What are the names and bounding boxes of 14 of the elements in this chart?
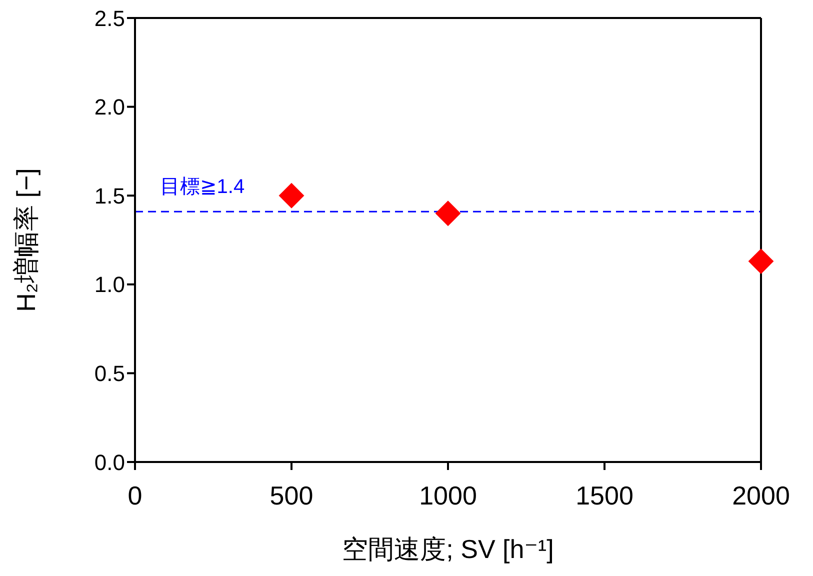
- y-tick-label: 2.0: [94, 94, 125, 120]
- y-tick-label: 0.5: [94, 361, 125, 386]
- x-axis-title: 空間速度; SV [h⁻¹]: [342, 534, 554, 564]
- y-tick-label: 2.5: [94, 6, 125, 31]
- y-axis-title: H₂増幅率 [−]: [11, 168, 42, 312]
- y-tick-label: 1.5: [94, 183, 125, 208]
- x-tick-label: 2000: [732, 480, 790, 510]
- ref-line-label: 目標≧1.4: [160, 176, 245, 198]
- x-tick-label: 1500: [576, 480, 634, 510]
- y-tick-label: 1.0: [94, 272, 125, 298]
- y-tick-label: 0.0: [94, 450, 125, 475]
- x-tick-label: 0: [128, 480, 142, 510]
- x-tick-label: 500: [270, 480, 314, 510]
- x-tick-label: 1000: [419, 480, 477, 510]
